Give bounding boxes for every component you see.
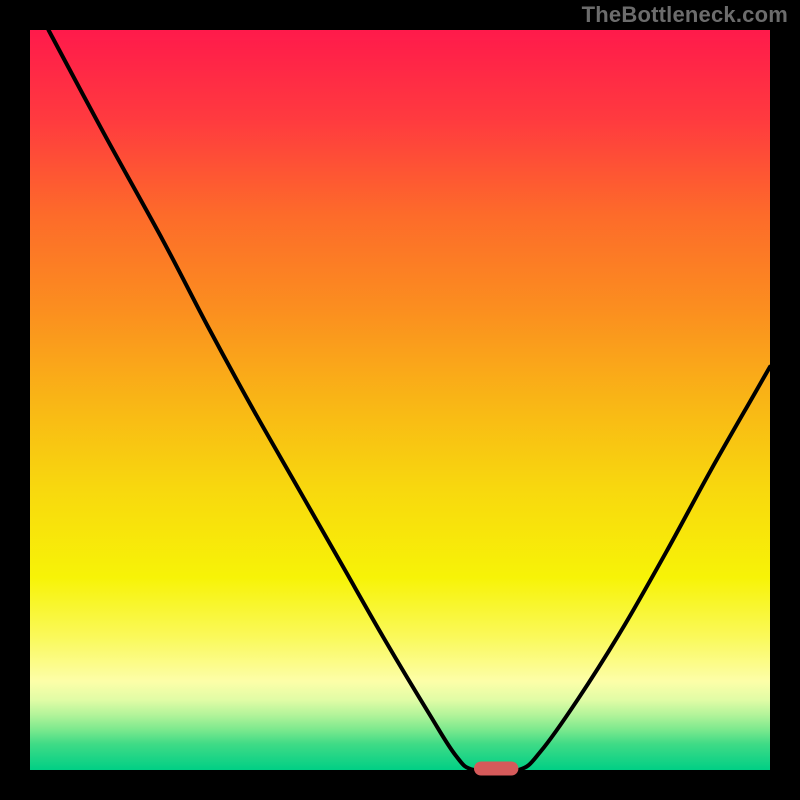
bottleneck-chart (0, 0, 800, 800)
chart-container: { "watermark": { "text": "TheBottleneck.… (0, 0, 800, 800)
plot-background (30, 30, 770, 770)
sweet-spot-marker (474, 761, 518, 775)
watermark-text: TheBottleneck.com (582, 2, 788, 28)
